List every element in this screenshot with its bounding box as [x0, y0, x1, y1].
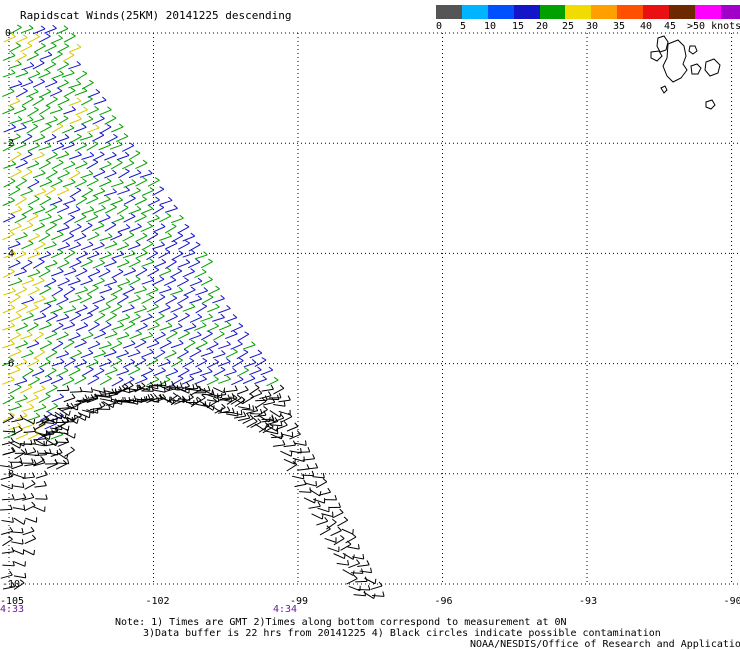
lon-tick-label: -90 [724, 596, 740, 607]
galapagos-islands [650, 35, 721, 110]
legend-swatch-4 [539, 5, 566, 19]
map-title: Rapidscat Winds(25KM) 20141225 descendin… [20, 9, 292, 22]
legend-tick-labels: 0 5 10 15 20 25 30 35 40 45 >50 knots [436, 21, 740, 33]
lat-tick-label: -10 [2, 579, 20, 590]
legend-color-bar [436, 5, 740, 19]
legend-tick: >50 knots [687, 21, 740, 32]
legend-swatch-2 [487, 5, 514, 19]
legend-swatch-0 [436, 5, 462, 19]
lon-tick-label: -105 [0, 596, 24, 607]
legend-swatch-11 [720, 5, 740, 19]
lon-tick-label: -96 [435, 596, 453, 607]
legend-tick: 40 [640, 21, 653, 32]
legend-swatch-7 [617, 5, 644, 19]
lon-tick-label: -99 [290, 596, 308, 607]
lat-tick-label: 0 [5, 28, 11, 39]
legend-swatch-8 [643, 5, 670, 19]
lon-tick-label: -93 [579, 596, 597, 607]
legend-swatch-3 [513, 5, 540, 19]
lon-tick-label: -102 [146, 596, 170, 607]
legend-tick: 10 [484, 21, 497, 32]
note-line-2: 3)Data buffer is 22 hrs from 20141225 4)… [143, 628, 661, 639]
credit-line: NOAA/NESDIS/Office of Research and Appli… [470, 639, 740, 650]
axis-labels: -105 -102 -99 -96 -93 -90 0 -2 -4 -6 -8 -10 4:33 4:34 [0, 28, 740, 615]
legend-tick: 5 [460, 21, 467, 32]
lat-tick-label: -4 [2, 248, 14, 259]
legend-swatch-6 [591, 5, 618, 19]
wind-barbs [0, 24, 385, 599]
pass-time-label: 4:34 [273, 604, 297, 615]
legend-swatch-9 [669, 5, 695, 19]
legend-swatch-10 [694, 5, 721, 19]
legend-tick: 30 [586, 21, 599, 32]
lat-tick-label: -2 [2, 138, 14, 149]
legend-tick: 35 [613, 21, 626, 32]
wind-speed-legend: 0 5 10 15 20 25 30 35 40 45 >50 knots [436, 5, 740, 33]
legend-tick: 45 [664, 21, 677, 32]
note-line-1: Note: 1) Times are GMT 2)Times along bot… [115, 617, 567, 628]
pass-time-label: 4:33 [0, 604, 24, 615]
legend-tick: 20 [536, 21, 549, 32]
legend-swatch-5 [565, 5, 592, 19]
legend-tick: 15 [512, 21, 525, 32]
lat-tick-label: -8 [2, 469, 14, 480]
legend-tick: 0 [436, 21, 443, 32]
legend-tick: 25 [562, 21, 575, 32]
lat-tick-label: -6 [2, 359, 14, 370]
legend-swatch-1 [461, 5, 488, 19]
